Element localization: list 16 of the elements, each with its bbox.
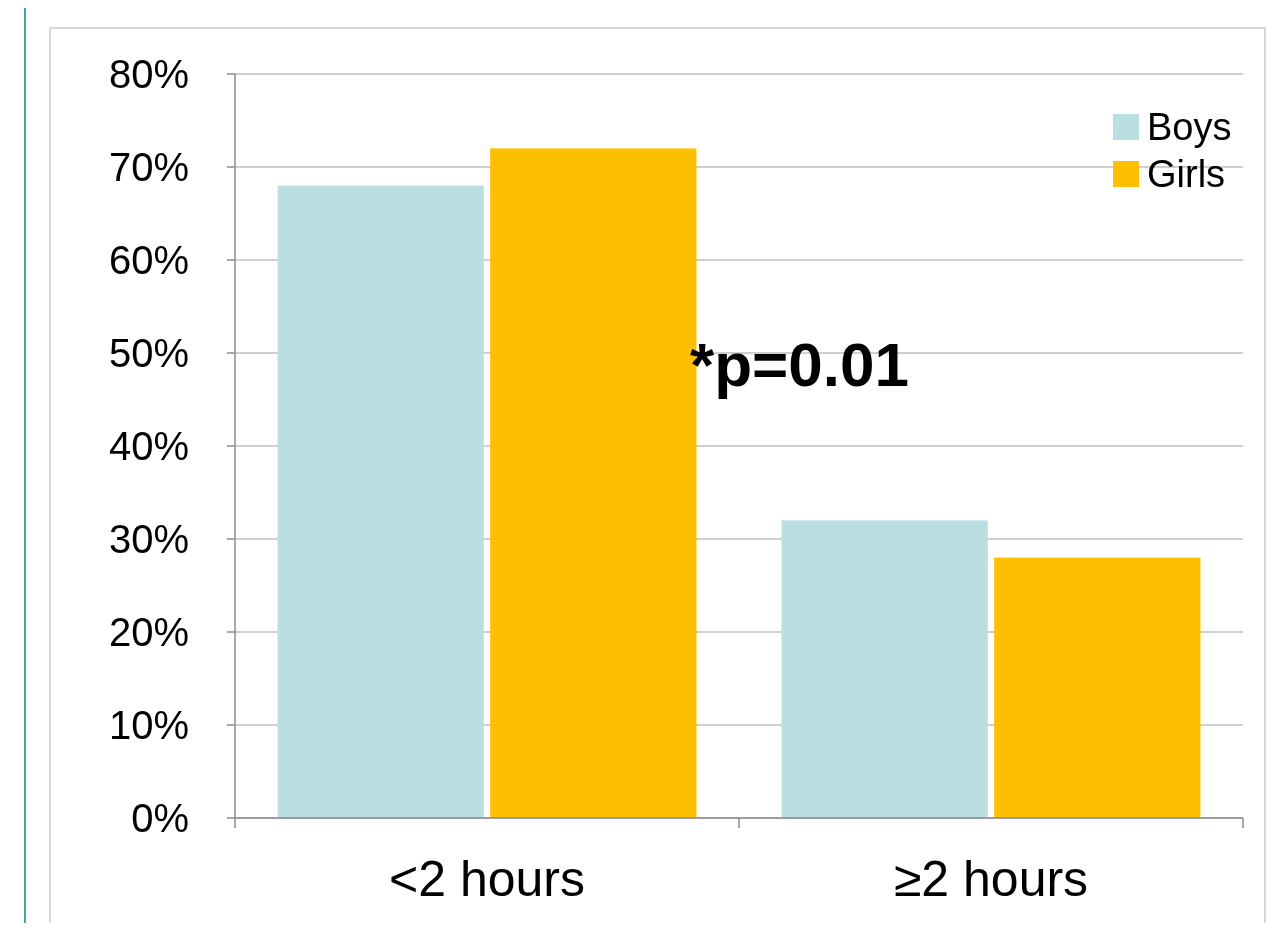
y-tick-label: 70%: [108, 145, 189, 189]
legend-label: Boys: [1147, 106, 1232, 149]
legend-label: Girls: [1147, 153, 1226, 196]
y-tick-label: 0%: [131, 796, 189, 840]
bar: [994, 557, 1201, 818]
x-tick-label: <2 hours: [389, 851, 585, 907]
y-tick-label: 60%: [108, 238, 189, 282]
y-tick-label: 50%: [108, 331, 189, 375]
bar: [781, 520, 988, 818]
bar: [277, 185, 484, 818]
y-tick-label: 30%: [108, 517, 189, 561]
y-tick-label: 40%: [108, 424, 189, 468]
y-tick-label: 20%: [108, 610, 189, 654]
y-tick-label: 80%: [108, 52, 189, 96]
x-tick-label: ≥2 hours: [893, 851, 1089, 907]
y-tick-label: 10%: [108, 703, 189, 747]
